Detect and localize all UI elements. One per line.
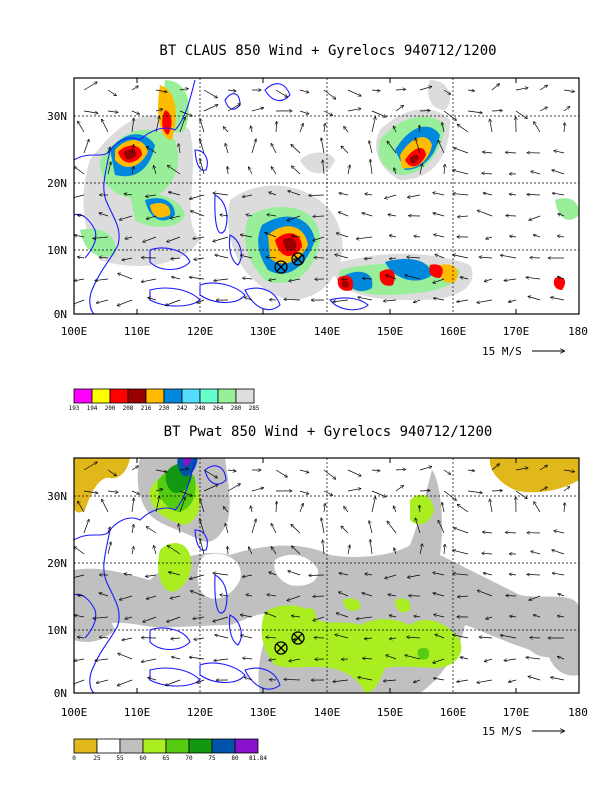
colorbar-swatch: [92, 389, 110, 403]
panel1-y-tick-labels: 0N 10N 20N 30N: [47, 110, 67, 321]
y-tick-label: 0N: [54, 308, 67, 321]
colorbar-swatch: [128, 389, 146, 403]
x-tick-label: 160E: [440, 325, 467, 338]
y-tick-label: 20N: [47, 177, 67, 190]
x-tick-label: 130E: [250, 325, 277, 338]
panel2-y-tick-labels: 0N 10N 20N 30N: [47, 490, 67, 700]
panel1-x-tick-labels: 100E 110E 120E 130E 140E 150E 160E 170E …: [61, 325, 588, 338]
colorbar-label: 80: [231, 755, 239, 762]
colorbar-label: 264: [213, 405, 224, 412]
colorbar-label: 208: [123, 405, 134, 412]
colorbar-swatch: [200, 389, 218, 403]
x-tick-label: 180: [568, 325, 588, 338]
colorbar-swatch: [212, 739, 235, 753]
x-tick-label: 140E: [314, 706, 341, 719]
panel2-plot-area: [69, 458, 579, 693]
colorbar-label: 242: [177, 405, 188, 412]
x-tick-label: 130E: [250, 706, 277, 719]
x-tick-label: 110E: [124, 325, 151, 338]
colorbar-swatch: [110, 389, 128, 403]
y-tick-label: 20N: [47, 557, 67, 570]
colorbar-label: 25: [93, 755, 101, 762]
panel1-plot-area: [69, 78, 579, 314]
x-tick-label: 150E: [377, 706, 404, 719]
colorbar-label: 70: [185, 755, 193, 762]
x-tick-label: 120E: [187, 325, 214, 338]
colorbar-label: 248: [195, 405, 206, 412]
x-tick-label: 140E: [314, 325, 341, 338]
panel2-colorbar: 0 25 55 60 65 70 75 80 81.84: [72, 739, 267, 762]
panel1-vector-scale-label: 15 M/S: [482, 345, 522, 358]
x-tick-label: 170E: [503, 706, 530, 719]
x-tick-label: 100E: [61, 325, 88, 338]
x-tick-label: 180: [568, 706, 588, 719]
panel2-x-tick-labels: 100E 110E 120E 130E 140E 150E 160E 170E …: [61, 706, 588, 719]
colorbar-label: 200: [105, 405, 116, 412]
panel1-colorbar: 193 194 200 208 216 230 242 248 264 280 285: [69, 389, 260, 412]
colorbar-swatch: [120, 739, 143, 753]
x-tick-label: 150E: [377, 325, 404, 338]
colorbar-swatch: [146, 389, 164, 403]
panel2-title: BT Pwat 850 Wind + Gyrelocs 940712/1200: [164, 424, 493, 440]
colorbar-swatch: [236, 389, 254, 403]
colorbar-swatch: [97, 739, 120, 753]
colorbar-label: 216: [141, 405, 152, 412]
y-tick-label: 30N: [47, 110, 67, 123]
colorbar-label: 0: [72, 755, 76, 762]
panel1-title: BT CLAUS 850 Wind + Gyrelocs 940712/1200: [159, 43, 496, 59]
colorbar-swatch: [218, 389, 236, 403]
x-tick-label: 100E: [61, 706, 88, 719]
colorbar-label: 81.84: [249, 755, 267, 762]
colorbar-swatch: [182, 389, 200, 403]
y-tick-label: 0N: [54, 687, 67, 700]
colorbar-swatch: [74, 389, 92, 403]
colorbar-swatch: [189, 739, 212, 753]
panel2-vector-scale-label: 15 M/S: [482, 725, 522, 738]
colorbar-swatch: [143, 739, 166, 753]
colorbar-swatch: [164, 389, 182, 403]
x-tick-label: 170E: [503, 325, 530, 338]
colorbar-swatch: [74, 739, 97, 753]
colorbar-label: 194: [87, 405, 98, 412]
x-tick-label: 110E: [124, 706, 151, 719]
colorbar-swatch: [166, 739, 189, 753]
colorbar-label: 285: [249, 405, 260, 412]
y-tick-label: 10N: [47, 244, 67, 257]
colorbar-label: 280: [231, 405, 242, 412]
colorbar-swatch: [235, 739, 258, 753]
x-tick-label: 160E: [440, 706, 467, 719]
colorbar-label: 230: [159, 405, 170, 412]
colorbar-label: 75: [208, 755, 216, 762]
colorbar-label: 55: [116, 755, 124, 762]
x-tick-label: 120E: [187, 706, 214, 719]
colorbar-label: 65: [162, 755, 170, 762]
y-tick-label: 30N: [47, 490, 67, 503]
y-tick-label: 10N: [47, 624, 67, 637]
colorbar-label: 193: [69, 405, 80, 412]
colorbar-label: 60: [139, 755, 147, 762]
